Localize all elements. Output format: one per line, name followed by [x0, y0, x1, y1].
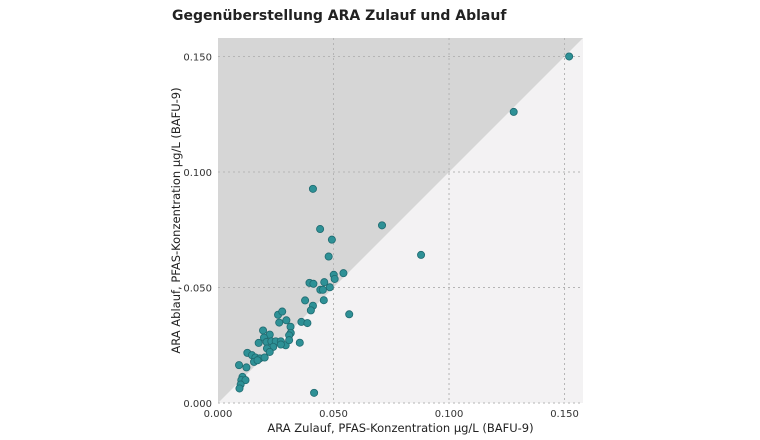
data-point: [509, 107, 518, 116]
data-point: [282, 316, 291, 325]
y-tick-label: 0.150: [183, 52, 212, 63]
data-point: [278, 307, 287, 316]
y-tick-label: 0.050: [183, 283, 212, 294]
data-point: [309, 279, 318, 288]
x-tick-label: 0.150: [550, 409, 579, 420]
data-point: [265, 347, 274, 356]
data-point: [260, 353, 269, 362]
data-point: [254, 338, 263, 347]
data-point: [327, 235, 336, 244]
data-point: [345, 310, 354, 319]
data-point: [276, 340, 285, 349]
data-point: [275, 318, 284, 327]
x-tick-label: 0.050: [319, 409, 348, 420]
x-tick-label: 0.100: [435, 409, 464, 420]
data-point: [308, 184, 317, 193]
data-point: [303, 319, 312, 328]
data-point: [241, 376, 250, 385]
data-point: [316, 225, 325, 234]
data-point: [417, 250, 426, 259]
data-point: [565, 52, 574, 61]
data-point: [320, 278, 329, 287]
chart-title: Gegenüberstellung ARA Zulauf und Ablauf: [172, 8, 507, 24]
y-tick-label: 0.100: [183, 168, 212, 179]
data-point: [318, 285, 327, 294]
data-point: [339, 269, 348, 278]
data-point: [310, 388, 319, 397]
data-point: [235, 361, 244, 370]
data-point: [295, 338, 304, 347]
data-point: [301, 296, 310, 305]
x-tick-label: 0.000: [204, 409, 233, 420]
y-tick-label: 0.000: [183, 399, 212, 410]
data-point: [330, 274, 339, 283]
data-point: [242, 363, 251, 372]
y-axis-label: ARA Ablauf, PFAS-Konzentration µg/L (BAF…: [169, 87, 183, 353]
data-point: [285, 336, 294, 345]
data-point: [306, 306, 315, 315]
data-point: [325, 283, 334, 292]
data-point: [324, 252, 333, 261]
data-point: [319, 296, 328, 305]
data-point: [235, 384, 244, 393]
data-point: [259, 326, 268, 335]
data-point: [253, 356, 262, 365]
x-axis-label: ARA Zulauf, PFAS-Konzentration µg/L (BAF…: [267, 421, 533, 435]
data-point: [378, 221, 387, 230]
